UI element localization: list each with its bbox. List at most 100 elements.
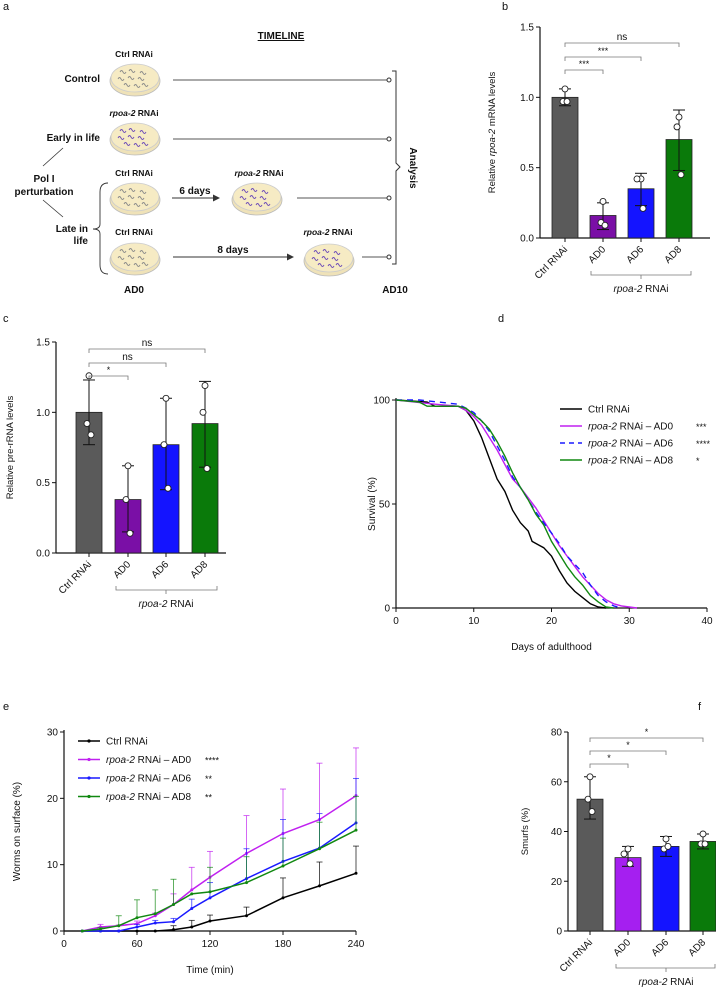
arrow-head-icon <box>287 253 294 261</box>
text-part: RNAi – AD6 <box>135 774 192 785</box>
x-tick-label: AD8 <box>687 937 709 959</box>
worm-icon <box>137 77 145 81</box>
dish-top <box>232 182 282 212</box>
rpoa2-rnai-dish-icon <box>231 182 283 216</box>
data-point <box>699 830 707 838</box>
text-part: Ctrl RNAi <box>106 737 148 748</box>
text-part: rpoa-2 <box>638 977 667 988</box>
y-axis-label: Worms on surface (%) <box>12 782 23 881</box>
analysis-label: Analysis <box>407 147 418 189</box>
text-part: rpoa-2 <box>106 755 135 766</box>
x-tick-label: Ctrl RNAi <box>57 559 94 596</box>
dish-label: rpoa-2 RNAi <box>234 168 283 178</box>
connector-line <box>42 147 64 167</box>
panel-label-b: b <box>502 1 508 13</box>
data-point <box>701 840 709 848</box>
legend-label: rpoa-2 RNAi – AD0 <box>106 755 191 766</box>
x-tick-label: AD0 <box>612 937 634 959</box>
significance-label: ns <box>142 338 153 349</box>
data-point <box>124 462 132 470</box>
x-tick-label: AD0 <box>587 244 609 266</box>
rpoa2-rnai-dish-icon <box>109 122 161 156</box>
worm-icon <box>127 76 135 80</box>
data-point <box>122 496 130 503</box>
worm-icon <box>249 195 257 199</box>
y-axis-label: Relative pre-rRNA levels <box>5 396 16 500</box>
legend-significance: *** <box>696 422 707 432</box>
worm-icon <box>255 203 263 207</box>
group-label: rpoa-2 RNAi <box>638 977 693 988</box>
x-tick-label: 0 <box>393 616 399 627</box>
y-tick-label: 0.5 <box>36 478 50 489</box>
series-line-1 <box>82 795 357 932</box>
rpoa2-rnai-dish-icon <box>303 243 355 277</box>
text-part: Ctrl RNAi <box>588 405 630 416</box>
data-point <box>633 175 641 183</box>
worm-icon <box>311 257 319 261</box>
x-axis-label: Time (min) <box>186 965 233 976</box>
data-point <box>87 431 95 439</box>
data-point <box>83 420 91 428</box>
significance-label: * <box>607 753 611 763</box>
x-tick-label: AD0 <box>112 559 134 581</box>
worm-icon <box>331 257 339 261</box>
significance-label: * <box>645 727 649 737</box>
data-point <box>563 98 571 106</box>
text-part: rpoa-2 <box>138 599 167 610</box>
text-part: rpoa-2 <box>588 422 617 433</box>
endpoint-marker <box>386 254 392 260</box>
dish-label: Ctrl RNAi <box>115 168 153 178</box>
row-label-late: life <box>74 236 89 247</box>
worm-icon <box>128 188 136 192</box>
series-line-2 <box>82 822 357 932</box>
text-part: RNAi <box>667 977 693 988</box>
bar-ctrl-rnai <box>551 96 579 239</box>
significance-bracket <box>88 348 206 353</box>
dish-top <box>110 182 160 212</box>
legend-marker <box>87 739 91 743</box>
ctrl-rnai-dish-icon <box>109 242 161 276</box>
bar-ad0 <box>614 857 642 932</box>
worm-icon <box>127 195 135 199</box>
worm-icon <box>123 83 131 87</box>
text-part: RNAi – AD8 <box>135 792 192 803</box>
ad0-label: AD0 <box>124 285 144 296</box>
y-axis-label: Survival (%) <box>367 477 378 531</box>
legend-label: rpoa-2 RNAi – AD6 <box>588 439 673 450</box>
legend-significance: **** <box>205 756 220 766</box>
significance-label: * <box>107 365 111 375</box>
data-point <box>126 529 134 537</box>
text-part: RNAi <box>642 284 668 295</box>
y-tick-label: 1.5 <box>36 338 50 349</box>
worm-icon <box>327 264 335 268</box>
text-part: RNAi <box>167 599 193 610</box>
significance-label: *** <box>579 59 590 69</box>
text-part: RNAi <box>135 108 158 118</box>
group-label: rpoa-2 RNAi <box>138 599 193 610</box>
text-part: mRNA levels <box>487 72 498 129</box>
y-tick-label: 0 <box>384 604 390 615</box>
worm-icon <box>239 196 247 200</box>
panel-label-f: f <box>698 701 702 713</box>
y-tick-label: 10 <box>47 860 59 871</box>
worm-icon <box>117 136 125 140</box>
x-tick-label: Ctrl RNAi <box>533 244 570 281</box>
text-part: rpoa-2 <box>106 792 135 803</box>
x-tick-label: AD6 <box>650 937 672 959</box>
worm-icon <box>128 128 136 132</box>
legend-label: Ctrl RNAi <box>588 405 630 416</box>
x-tick-label: Ctrl RNAi <box>558 937 595 974</box>
x-tick-label: 0 <box>61 939 67 950</box>
data-point <box>677 171 685 179</box>
worm-icon <box>119 129 127 133</box>
y-tick-label: 20 <box>47 794 59 805</box>
y-axis-label: Smurfs (%) <box>520 808 531 856</box>
data-point <box>201 382 209 390</box>
panel-label-e: e <box>3 701 9 713</box>
x-axis-label: Days of adulthood <box>511 642 592 653</box>
group-label: rpoa-2 RNAi <box>613 284 668 295</box>
x-tick-label: 30 <box>624 616 636 627</box>
significance-bracket <box>88 362 167 367</box>
data-point <box>164 484 172 492</box>
x-tick-label: 20 <box>546 616 558 627</box>
